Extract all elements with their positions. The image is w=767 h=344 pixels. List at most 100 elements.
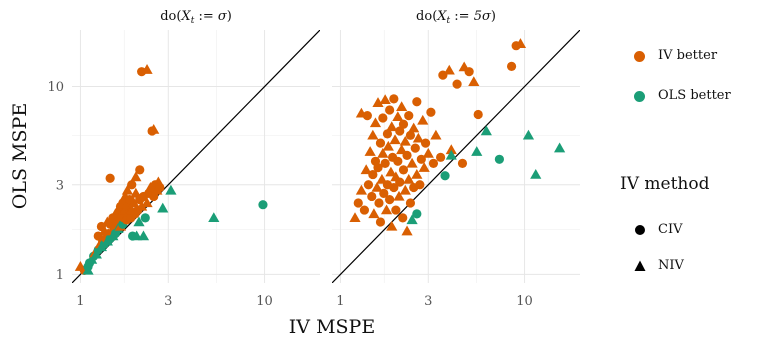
y-tick-label: 1 (56, 268, 64, 283)
data-point-niv (136, 200, 148, 211)
data-point-niv (408, 122, 420, 133)
y-tick-label: 3 (56, 178, 64, 193)
data-point-civ (395, 177, 405, 187)
panel-title: do(Xt := 5σ) (416, 9, 496, 26)
data-point-civ (457, 158, 468, 168)
legend-triangle-icon (634, 260, 646, 271)
data-point-niv (480, 125, 492, 136)
data-point-niv (403, 173, 415, 184)
data-point-niv (121, 184, 134, 195)
data-point-civ (363, 180, 374, 190)
data-point-niv (382, 140, 394, 151)
data-point-civ (368, 169, 378, 180)
data-point-niv (368, 208, 380, 219)
data-point-niv (411, 168, 423, 179)
legend-label-niv: NIV (658, 258, 684, 273)
data-point-niv (367, 129, 379, 140)
data-point-niv (360, 164, 372, 175)
data-point-civ (428, 158, 439, 168)
data-point-niv (369, 117, 382, 128)
data-point-civ (506, 61, 517, 72)
data-point-civ (367, 191, 377, 202)
data-point-niv (130, 171, 142, 182)
data-point-civ (393, 156, 403, 166)
x-tick-label: 10 (256, 294, 273, 309)
data-point-civ (426, 107, 436, 117)
data-point-civ (127, 180, 137, 190)
panel-title: do(Xt := σ) (160, 9, 232, 26)
data-point-civ (402, 150, 412, 161)
data-point-civ (412, 97, 422, 107)
y-axis-label: OLS MSPE (9, 103, 31, 209)
data-point-niv (372, 97, 384, 107)
data-point-niv (530, 168, 542, 179)
data-point-civ (374, 198, 384, 208)
data-point-niv (141, 64, 153, 74)
data-point-civ (436, 152, 446, 162)
x-tick-label: 3 (164, 294, 172, 309)
reference-line (332, 30, 580, 283)
data-point-niv (471, 146, 483, 156)
legend-swatch-ols-better (634, 91, 645, 102)
data-point-civ (404, 111, 414, 121)
data-point-civ (405, 198, 416, 208)
data-point-niv (399, 135, 411, 146)
data-point-niv (208, 212, 220, 223)
data-point-niv (371, 181, 383, 192)
data-point-niv (385, 166, 397, 177)
data-point-civ (420, 138, 431, 148)
data-point-niv (418, 162, 430, 172)
legend: IV better OLS better IV method CIV NIV (612, 36, 762, 296)
data-point-niv (165, 184, 177, 195)
data-point-niv (445, 149, 457, 160)
legend-label-ols-better: OLS better (658, 88, 731, 103)
legend-item-ols-better: OLS better (612, 86, 762, 106)
legend-item-niv: NIV (612, 256, 762, 276)
data-point-civ (398, 119, 409, 129)
data-point-civ (440, 171, 450, 181)
data-point-niv (355, 184, 368, 195)
data-point-niv (380, 204, 393, 215)
data-point-civ (382, 129, 393, 139)
data-point-civ (415, 180, 425, 190)
legend-item-civ: CIV (612, 220, 762, 240)
data-point-niv (392, 111, 404, 122)
data-point-niv (148, 123, 160, 134)
y-tick-label: 10 (47, 80, 64, 95)
data-point-civ (375, 217, 386, 227)
data-point-civ (391, 205, 401, 215)
data-point-niv (445, 144, 457, 155)
data-point-niv (364, 146, 376, 156)
legend-shape-title: IV method (620, 174, 710, 194)
data-point-civ (389, 94, 399, 104)
x-tick-label: 3 (424, 294, 432, 309)
panel-left: 1 3 10 1 3 10 do(Xt := σ) (47, 9, 320, 309)
data-point-civ (135, 165, 145, 175)
data-point-niv (393, 190, 405, 201)
data-point-civ (389, 182, 399, 193)
data-point-civ (385, 105, 395, 115)
data-point-niv (82, 264, 94, 275)
data-point-niv (386, 121, 398, 132)
data-point-civ (105, 173, 115, 183)
data-point-niv (417, 114, 429, 125)
data-point-niv (379, 94, 391, 105)
data-point-niv (554, 142, 566, 153)
data-point-niv (389, 134, 401, 145)
data-point-civ (398, 165, 409, 175)
data-point-niv (133, 216, 145, 227)
x-axis-label: IV MSPE (289, 316, 375, 338)
data-point-niv (443, 64, 455, 75)
x-tick-label: 10 (516, 294, 533, 309)
data-point-niv (377, 147, 389, 158)
plot-area (72, 30, 320, 283)
data-point-civ (385, 195, 395, 205)
data-point-civ (494, 154, 504, 164)
legend-label-iv-better: IV better (658, 48, 718, 63)
data-point-civ (375, 138, 386, 148)
data-point-niv (144, 181, 157, 192)
data-point-civ (353, 198, 363, 208)
legend-item-iv-better: IV better (612, 46, 762, 66)
data-point-niv (422, 147, 434, 158)
